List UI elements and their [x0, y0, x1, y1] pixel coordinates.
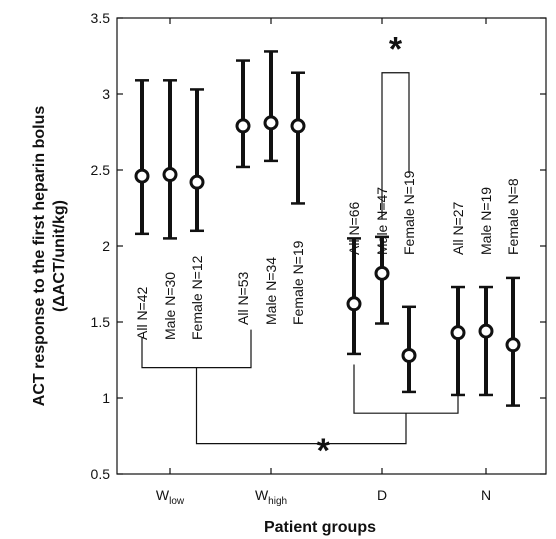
n-label: Female N=12 [189, 255, 205, 340]
error-bar-group [450, 285, 466, 397]
significance-star: * [389, 31, 403, 69]
bracket-d-male-female [381, 72, 410, 219]
mean-marker [162, 167, 178, 183]
n-label: Female N=19 [290, 240, 306, 325]
x-axis-title: Patient groups [264, 519, 376, 536]
error-bar-group [235, 59, 251, 169]
mean-marker [374, 265, 390, 281]
n-label: Male N=30 [162, 272, 178, 340]
n-label: Male N=19 [478, 187, 494, 255]
error-bar-group [401, 305, 417, 394]
y-tick-label: 1.5 [91, 314, 111, 330]
significance-brackets: ** [141, 31, 459, 470]
mean-marker [478, 323, 494, 339]
mean-marker [401, 347, 417, 363]
y-axis-title: ACT response to the first heparin bolus [31, 106, 48, 407]
mean-marker [505, 337, 521, 353]
x-tick-label: Whigh [255, 487, 287, 507]
error-bar-group [346, 237, 362, 356]
error-bars [134, 50, 521, 407]
error-bar-group [290, 71, 306, 205]
y-tick-label: 3 [102, 86, 110, 102]
group-n-labels: All N=42 Male N=30 Female N=12 All N=53 Male… [134, 170, 521, 340]
n-label: Male N=47 [374, 187, 390, 255]
error-bar-group [134, 79, 150, 236]
mean-marker [450, 325, 466, 341]
y-tick-label: 3.5 [91, 10, 111, 26]
error-bar-group [162, 79, 178, 240]
error-bar-group [478, 285, 494, 397]
n-label: All N=53 [235, 271, 251, 325]
x-tick-label: Wlow [156, 487, 185, 507]
n-label: Female N=19 [401, 170, 417, 255]
mean-marker [134, 168, 150, 184]
error-bar-group [505, 276, 521, 407]
n-label: All N=27 [450, 201, 466, 255]
y-tick-label: 2.5 [91, 162, 111, 178]
n-label: Male N=34 [263, 257, 279, 325]
mean-marker [290, 118, 306, 134]
n-label: Female N=8 [505, 178, 521, 255]
x-tick-label: N [481, 487, 491, 503]
mean-marker [263, 115, 279, 131]
mean-marker [346, 296, 362, 312]
bracket-dn-groups [353, 364, 459, 414]
x-tick-label: D [377, 487, 387, 503]
axes: 0.5 1 1.5 2 2.5 3 3.5 Wlow Whigh D N [91, 10, 547, 507]
x-tick-label-subscript: high [268, 496, 287, 507]
y-tick-label: 0.5 [91, 466, 111, 482]
mean-marker [235, 118, 251, 134]
y-tick-label: 2 [102, 238, 110, 254]
bracket-w-vs-dn [195, 367, 407, 445]
n-label: All N=42 [134, 286, 150, 340]
y-axis-unit: (ΔACT/unit/kg) [51, 200, 68, 312]
error-bar-group [189, 88, 205, 233]
x-tick-label-subscript: low [169, 496, 185, 507]
n-label: All N=66 [346, 201, 362, 255]
error-bar-group [263, 50, 279, 163]
significance-star: * [317, 432, 331, 470]
y-tick-label: 1 [102, 390, 110, 406]
error-bar-group [374, 235, 390, 325]
mean-marker [189, 174, 205, 190]
